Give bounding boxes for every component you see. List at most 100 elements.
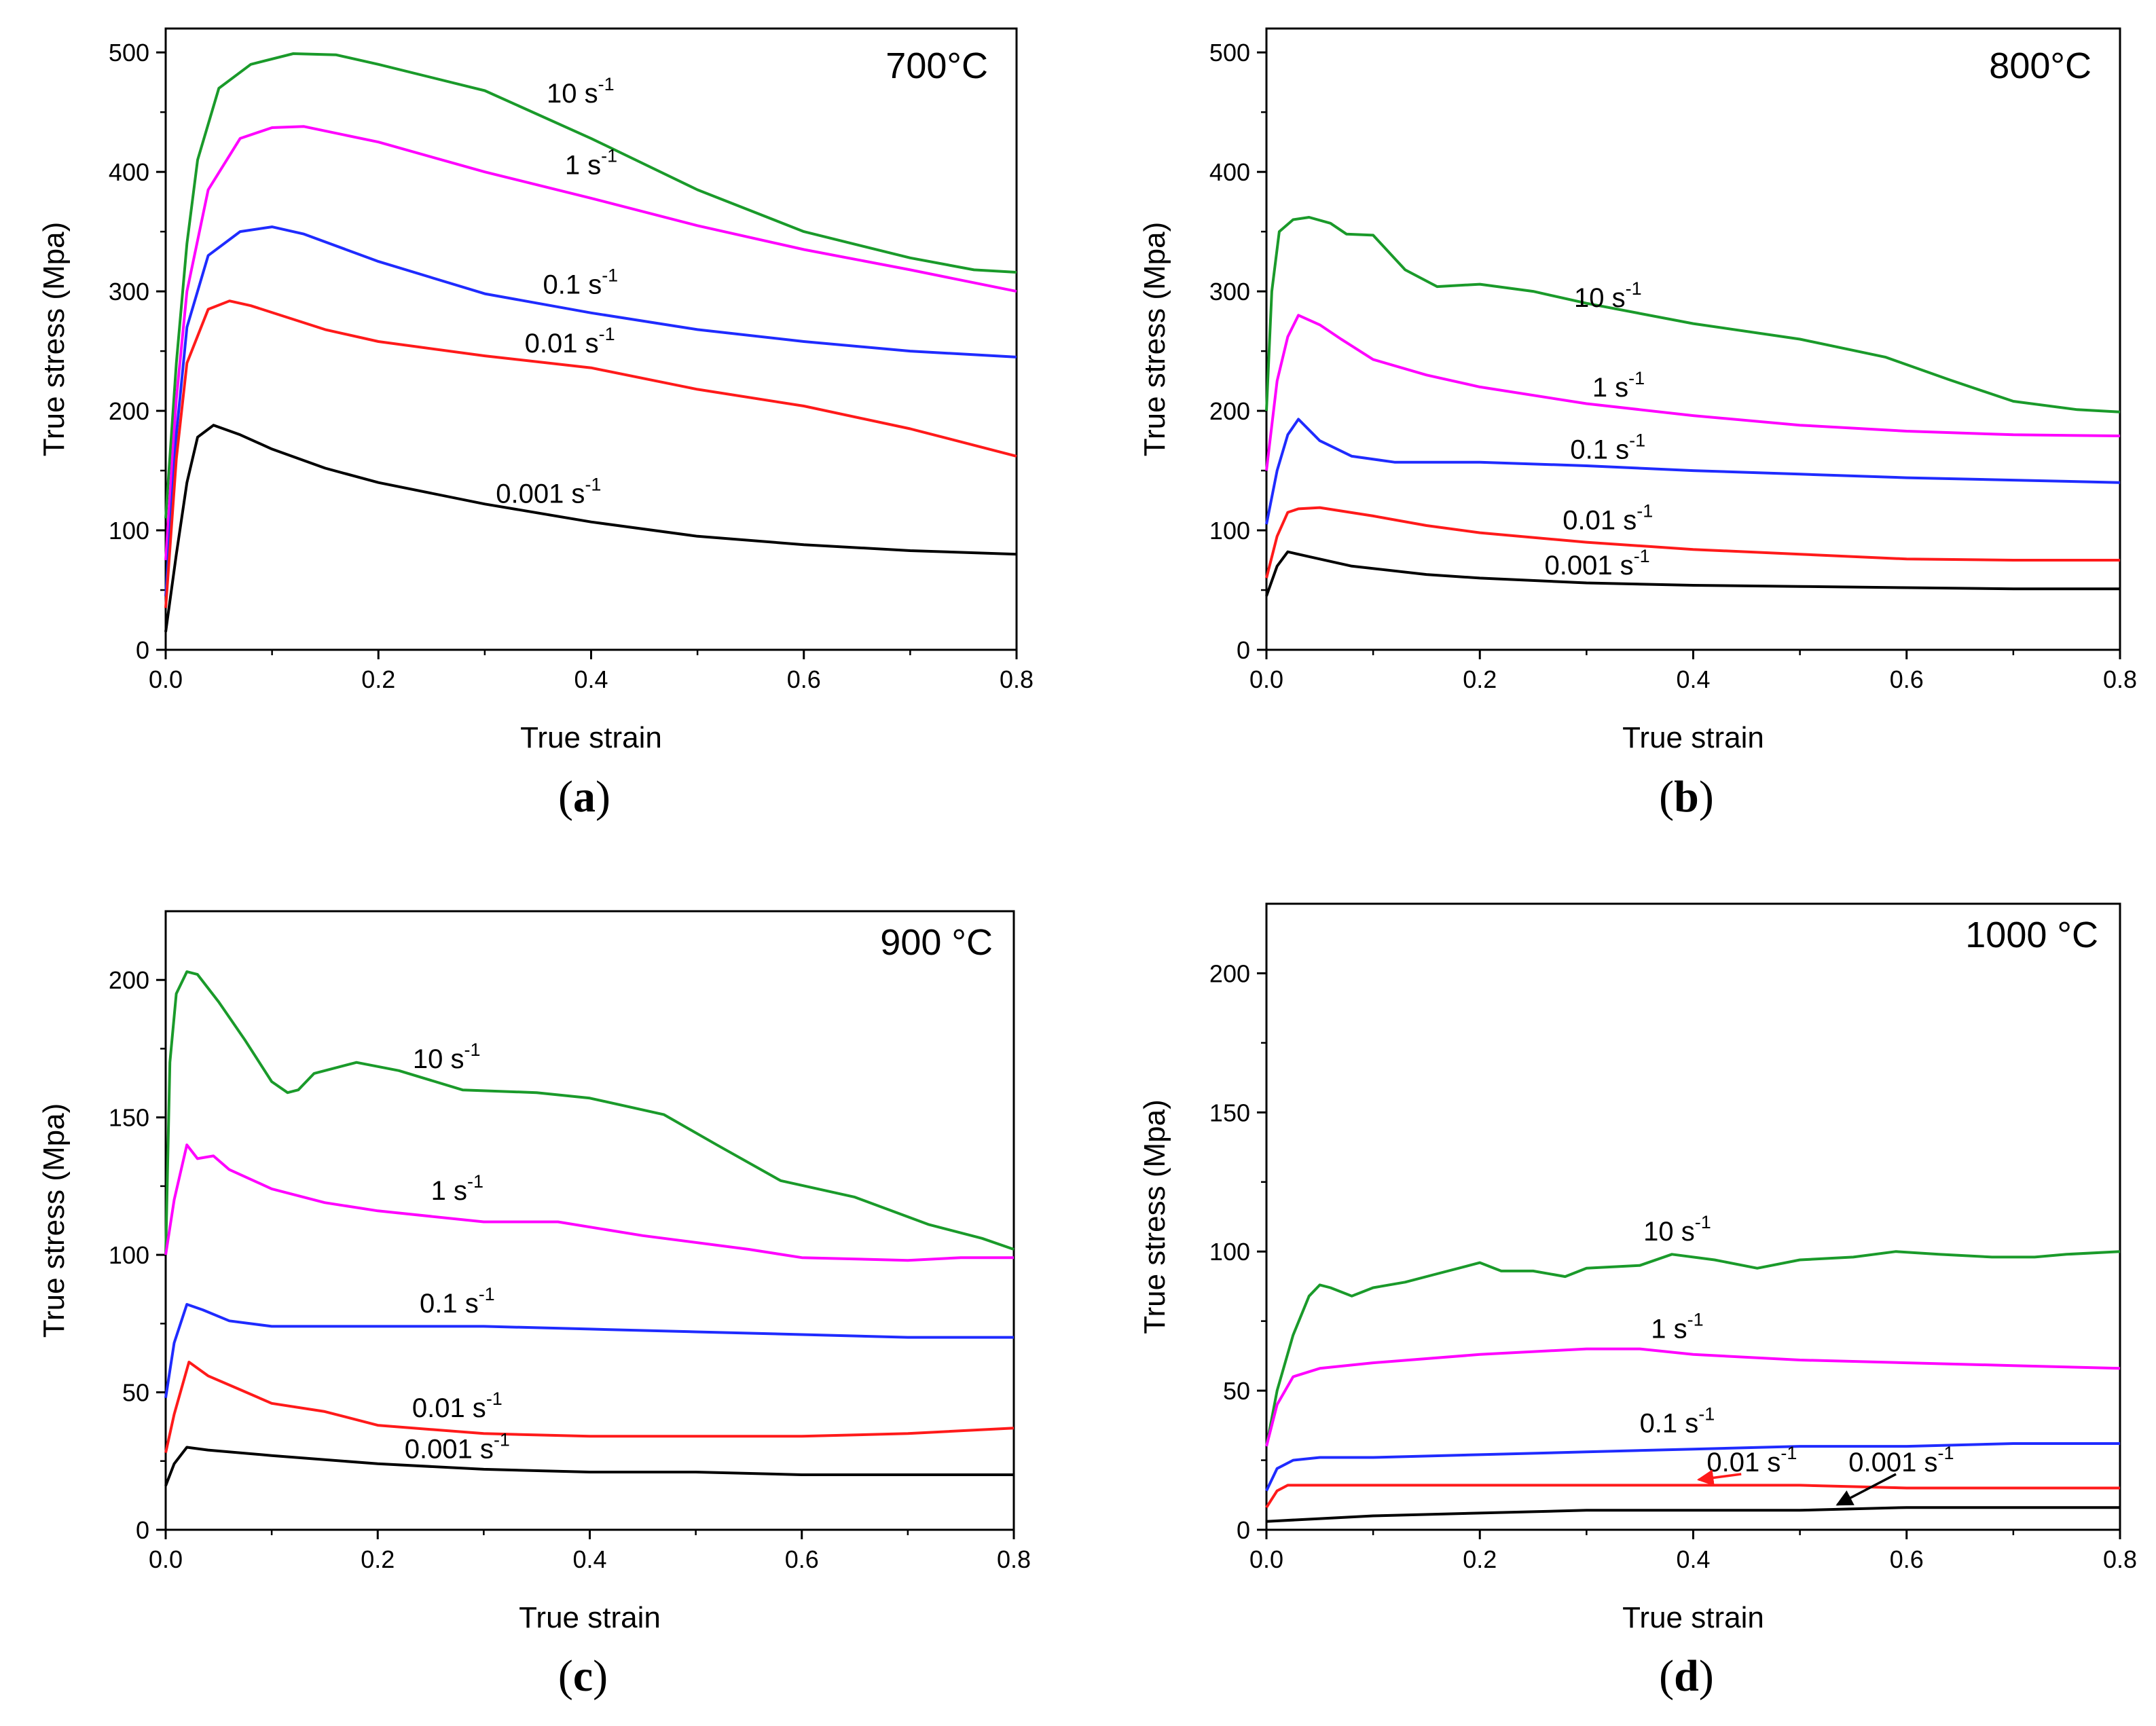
y-tick-label: 100	[1209, 1238, 1250, 1266]
y-tick-label: 0	[1237, 1516, 1250, 1544]
x-tick-label: 0.2	[1463, 665, 1497, 693]
series-label: 0.1 s-1	[1570, 430, 1645, 464]
series-line-1	[164, 125, 1017, 561]
series-label: 0.01 s-1	[1563, 500, 1653, 535]
series-label: 10 s-1	[1643, 1212, 1711, 1247]
x-tick-label: 0.8	[997, 1545, 1031, 1573]
y-tick-label: 50	[1223, 1377, 1250, 1405]
chart-panel-a: 0.0 0.2 0.4 0.6 0.8 0 100 200 300 400 500 True stra…	[37, 27, 1034, 822]
y-tick-label: 200	[1209, 959, 1250, 987]
x-tick-label: 0.2	[361, 665, 395, 693]
x-tick-label: 0.0	[1249, 1545, 1283, 1573]
x-tick-label: 0.4	[1676, 665, 1710, 693]
temperature-label: 1000 °C	[1965, 915, 2098, 955]
x-tick-label: 0.8	[2103, 665, 2137, 693]
y-tick-label: 200	[1209, 397, 1250, 425]
series-line-0p01	[164, 1361, 1015, 1454]
x-tick-label: 0.2	[1463, 1545, 1497, 1573]
x-tick-label: 0.4	[574, 665, 608, 693]
series-label: 1 s-1	[1651, 1309, 1703, 1344]
x-axis-label: True strain	[520, 721, 662, 754]
y-tick-label: 100	[109, 1241, 149, 1269]
y-tick-label: 500	[1209, 39, 1250, 67]
y-tick-label: 300	[109, 278, 149, 306]
series-label: 1 s-1	[431, 1171, 483, 1206]
series-label: 0.01 s-1	[1706, 1443, 1797, 1477]
x-tick-label: 0.6	[1890, 665, 1924, 693]
x-tick-label: 0.8	[1000, 665, 1034, 693]
panel-caption: (a)	[558, 772, 610, 822]
series-line-1	[164, 1143, 1014, 1262]
series-line-0p1	[164, 225, 1017, 596]
temperature-label: 900 °C	[880, 922, 993, 963]
y-axis-label: True stress (Mpa)	[1138, 1099, 1171, 1334]
x-tick-label: 0.4	[1676, 1545, 1710, 1573]
y-tick-label: 300	[1209, 278, 1250, 306]
annotation-arrow	[1696, 1469, 1742, 1486]
series-label: 1 s-1	[565, 146, 617, 181]
x-axis-label: True strain	[1622, 721, 1764, 754]
series-line-0p01	[164, 299, 1017, 608]
series-line-1	[1265, 1347, 2121, 1447]
series-label: 0.1 s-1	[420, 1284, 495, 1319]
x-tick-label: 0.2	[361, 1545, 395, 1573]
y-tick-label: 500	[109, 39, 149, 67]
series-line-0p1	[1265, 418, 2121, 525]
series-line-0p001	[1265, 550, 2120, 597]
panel-caption: (b)	[1659, 772, 1714, 822]
y-tick-label: 150	[109, 1104, 149, 1132]
series-label: 0.001 s-1	[1544, 546, 1649, 581]
y-tick-label: 100	[109, 517, 149, 545]
panel-caption: (c)	[558, 1651, 608, 1701]
series-line-10	[1265, 1250, 2121, 1447]
y-axis-label: True stress (Mpa)	[37, 222, 71, 457]
series-label: 1 s-1	[1592, 368, 1645, 403]
series-line-0p01	[1265, 1484, 2120, 1509]
panel-caption: (d)	[1659, 1651, 1714, 1701]
x-tick-label: 0.0	[149, 665, 183, 693]
y-tick-label: 100	[1209, 517, 1250, 545]
series-line-0p01	[1265, 506, 2120, 579]
series-label: 0.001 s-1	[1848, 1443, 1954, 1477]
series-line-1	[1265, 314, 2121, 471]
y-tick-label: 0	[1237, 636, 1250, 664]
series-label: 0.1 s-1	[543, 265, 618, 300]
x-axis-label: True strain	[1622, 1601, 1764, 1634]
series-label: 0.01 s-1	[525, 324, 615, 359]
y-axis-label: True stress (Mpa)	[37, 1103, 71, 1338]
x-tick-label: 0.4	[572, 1545, 606, 1573]
y-tick-label: 400	[109, 158, 149, 186]
y-tick-label: 150	[1209, 1099, 1250, 1126]
series-label: 0.01 s-1	[412, 1389, 503, 1423]
series-line-10	[164, 52, 1017, 519]
series-label: 10 s-1	[413, 1040, 481, 1074]
y-tick-label: 200	[109, 397, 149, 425]
chart-panel-d: 0.0 0.2 0.4 0.6 0.8 0 50 100 150 200 True strain Tr…	[1138, 902, 2137, 1701]
series-label: 10 s-1	[1574, 278, 1642, 313]
chart-panel-b: 0.0 0.2 0.4 0.6 0.8 0 100 200 300 400 500 True stra…	[1138, 27, 2137, 822]
x-tick-label: 0.6	[1890, 1545, 1924, 1573]
series-label: 0.1 s-1	[1640, 1404, 1715, 1439]
y-tick-label: 0	[136, 1516, 149, 1544]
series-line-0p001	[1266, 1506, 2120, 1523]
chart-panel-c: 0.0 0.2 0.4 0.6 0.8 0 50 100 150 200 True strain Tr…	[37, 910, 1031, 1701]
x-tick-label: 0.8	[2103, 1545, 2137, 1573]
series-label: 0.001 s-1	[405, 1430, 510, 1465]
series-label: 0.001 s-1	[496, 475, 601, 509]
series-line-0p001	[164, 424, 1017, 632]
series-line-10	[1265, 216, 2121, 414]
x-tick-label: 0.0	[1249, 665, 1283, 693]
series-line-0p1	[164, 1303, 1014, 1399]
series-line-0p1	[1265, 1442, 2120, 1492]
y-tick-label: 400	[1209, 158, 1250, 186]
x-tick-label: 0.6	[785, 1545, 819, 1573]
x-tick-label: 0.6	[787, 665, 821, 693]
x-axis-label: True strain	[519, 1601, 661, 1634]
x-tick-label: 0.0	[149, 1545, 183, 1573]
y-tick-label: 50	[122, 1379, 149, 1407]
series-line-0p001	[164, 1446, 1014, 1486]
annotation-arrow	[1835, 1473, 1897, 1506]
series-line-10	[164, 970, 1015, 1255]
temperature-label: 800°C	[1989, 45, 2091, 86]
